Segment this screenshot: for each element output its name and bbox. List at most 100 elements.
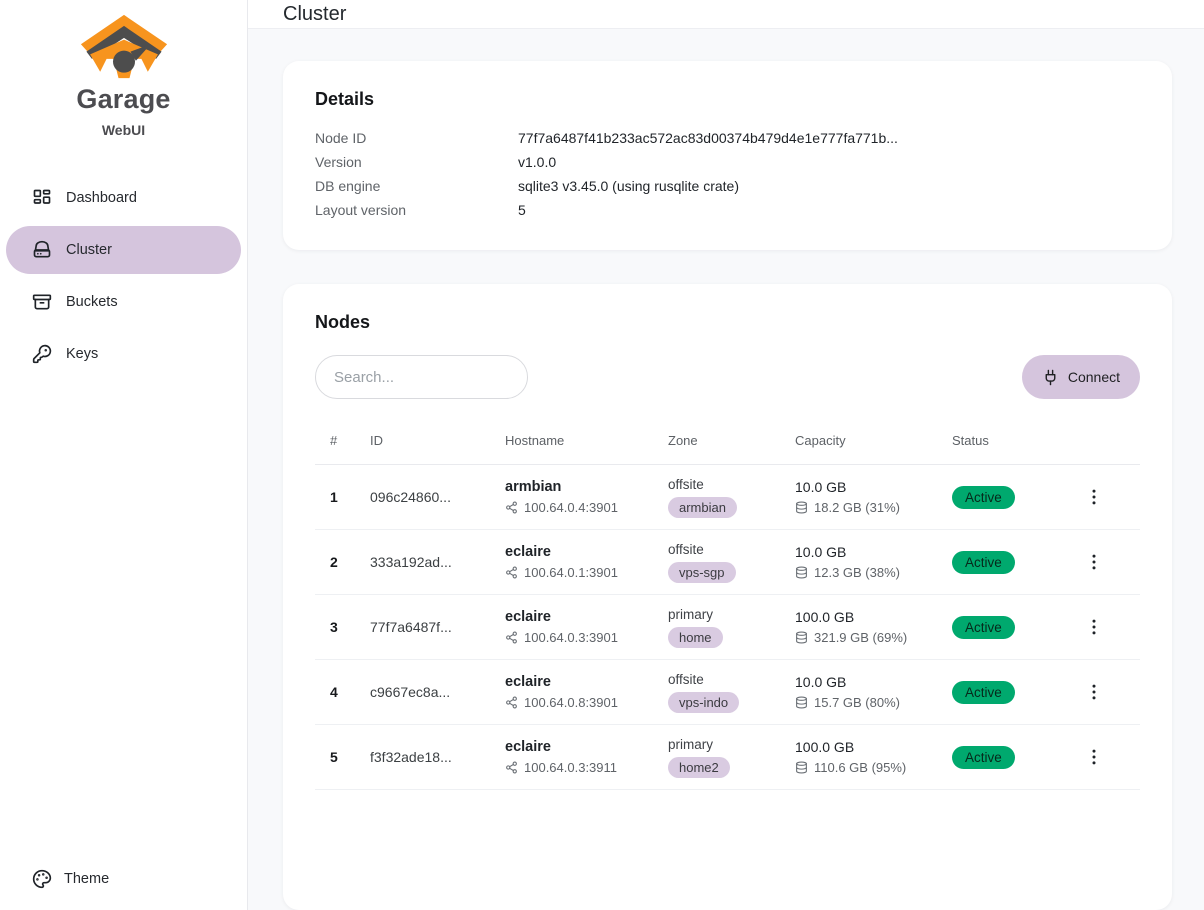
- share-icon: [506, 631, 517, 644]
- zone-tag-badge: armbian: [668, 496, 737, 518]
- sidebar-item-label: Buckets: [66, 294, 118, 310]
- node-id: f3f32ade18...: [370, 749, 452, 765]
- node-address-line: 100.64.0.4:3901: [505, 500, 668, 515]
- node-address: 100.64.0.8:3901: [524, 695, 618, 710]
- capacity-cell: 100.0 GB 110.6 GB (95%): [795, 739, 952, 775]
- detail-row: DB engine sqlite3 v3.45.0 (using rusqlit…: [315, 174, 1140, 198]
- table-row: 5 f3f32ade18... eclaire 100.64.0.3:3911 …: [315, 725, 1140, 790]
- more-vertical-icon: [1092, 749, 1096, 764]
- zone-cell: offsite vps-indo: [668, 672, 795, 713]
- connect-button[interactable]: Connect: [1021, 355, 1140, 399]
- zone-cell: offsite armbian: [668, 477, 795, 518]
- search-input[interactable]: [315, 355, 528, 399]
- hostname-cell: armbian 100.64.0.4:3901: [505, 479, 668, 515]
- sidebar-item-label: Dashboard: [66, 190, 137, 206]
- node-capacity: 100.0 GB: [795, 739, 855, 755]
- node-zone: primary: [668, 606, 714, 622]
- column-header-hostname: Hostname: [505, 433, 565, 448]
- nodes-table-body: 1 096c24860... armbian 100.64.0.4:3901 o…: [315, 465, 1140, 790]
- details-card: Details Node ID 77f7a6487f41b233ac572ac8…: [283, 61, 1172, 250]
- bucket-icon: [32, 292, 52, 312]
- hostname-cell: eclaire 100.64.0.1:3901: [505, 544, 668, 580]
- hostname-cell: eclaire 100.64.0.3:3911: [505, 739, 668, 775]
- share-icon: [506, 566, 517, 579]
- hostname-cell: eclaire 100.64.0.3:3901: [505, 609, 668, 645]
- plug-icon: [1045, 369, 1056, 385]
- more-vertical-icon: [1092, 619, 1096, 634]
- row-menu-button[interactable]: [1080, 613, 1108, 641]
- node-capacity: 10.0 GB: [795, 674, 847, 690]
- capacity-cell: 10.0 GB 12.3 GB (38%): [795, 544, 952, 580]
- sidebar: Garage WebUI Dashboard Cluster: [0, 0, 248, 910]
- hostname-cell: eclaire 100.64.0.8:3901: [505, 674, 668, 710]
- node-usage-line: 110.6 GB (95%): [795, 760, 952, 775]
- row-menu-button[interactable]: [1080, 548, 1108, 576]
- column-header-index: #: [330, 433, 338, 448]
- zone-tag-badge: vps-indo: [668, 691, 740, 713]
- sidebar-item-cluster[interactable]: Cluster: [6, 226, 241, 274]
- node-hostname: eclaire: [505, 739, 551, 755]
- nodes-title: Nodes: [315, 312, 371, 332]
- node-usage: 12.3 GB (38%): [814, 565, 900, 580]
- sidebar-item-dashboard[interactable]: Dashboard: [6, 174, 241, 222]
- status-cell: Active: [952, 680, 1080, 704]
- node-address: 100.64.0.3:3911: [524, 760, 618, 775]
- table-row: 2 333a192ad... eclaire 100.64.0.1:3901 o…: [315, 530, 1140, 595]
- node-usage-line: 12.3 GB (38%): [795, 565, 952, 580]
- node-address-line: 100.64.0.1:3901: [505, 565, 668, 580]
- dashboard-icon: [32, 188, 52, 208]
- column-header-capacity: Capacity: [795, 433, 846, 448]
- capacity-cell: 10.0 GB 18.2 GB (31%): [795, 479, 952, 515]
- zone-tag-badge: home2: [668, 756, 730, 778]
- zone-cell: primary home2: [668, 737, 795, 778]
- detail-row: Node ID 77f7a6487f41b233ac572ac83d00374b…: [315, 126, 1140, 150]
- more-vertical-icon: [1092, 684, 1096, 699]
- actions-cell: [1080, 613, 1140, 642]
- status-cell: Active: [952, 615, 1080, 639]
- share-icon: [506, 501, 517, 514]
- table-row: 4 c9667ec8a... eclaire 100.64.0.8:3901 o…: [315, 660, 1140, 725]
- node-address: 100.64.0.3:3901: [524, 630, 618, 645]
- key-icon: [32, 344, 52, 364]
- node-id: 333a192ad...: [370, 554, 452, 570]
- detail-row: Layout version 5: [315, 198, 1140, 222]
- node-usage: 15.7 GB (80%): [814, 695, 900, 710]
- node-capacity: 10.0 GB: [795, 479, 847, 495]
- column-header-id: ID: [370, 433, 383, 448]
- status-badge: Active: [952, 550, 1015, 574]
- column-header-status: Status: [952, 433, 989, 448]
- share-icon: [506, 696, 517, 709]
- theme-button[interactable]: Theme: [0, 864, 247, 894]
- detail-value-node-id: 77f7a6487f41b233ac572ac83d00374b479d4e1e…: [518, 130, 898, 146]
- nodes-table-header: # ID Hostname Zone Capacity Status: [315, 433, 1140, 465]
- sidebar-item-buckets[interactable]: Buckets: [6, 278, 241, 326]
- node-hostname: eclaire: [505, 544, 551, 560]
- nodes-toolbar: Connect: [315, 355, 1140, 399]
- status-cell: Active: [952, 745, 1080, 769]
- capacity-cell: 100.0 GB 321.9 GB (69%): [795, 609, 952, 645]
- capacity-cell: 10.0 GB 15.7 GB (80%): [795, 674, 952, 710]
- sidebar-item-keys[interactable]: Keys: [6, 330, 241, 378]
- row-menu-button[interactable]: [1080, 483, 1108, 511]
- node-usage-line: 321.9 GB (69%): [795, 630, 952, 645]
- table-row: 1 096c24860... armbian 100.64.0.4:3901 o…: [315, 465, 1140, 530]
- palette-icon: [32, 869, 52, 889]
- share-icon: [506, 761, 517, 774]
- row-menu-button[interactable]: [1080, 743, 1108, 771]
- column-header-zone: Zone: [668, 433, 698, 448]
- database-icon: [796, 696, 807, 709]
- row-menu-button[interactable]: [1080, 678, 1108, 706]
- hard-drive-icon: [32, 240, 52, 260]
- table-row: 3 77f7a6487f... eclaire 100.64.0.3:3901 …: [315, 595, 1140, 660]
- details-rows: Node ID 77f7a6487f41b233ac572ac83d00374b…: [315, 126, 1140, 222]
- app-title: Garage: [76, 84, 171, 114]
- detail-label: Layout version: [315, 202, 407, 218]
- database-icon: [796, 761, 807, 774]
- status-cell: Active: [952, 485, 1080, 509]
- sidebar-item-label: Cluster: [66, 242, 112, 258]
- database-icon: [796, 631, 807, 644]
- detail-label: Node ID: [315, 130, 367, 146]
- detail-label: Version: [315, 154, 362, 170]
- more-vertical-icon: [1092, 489, 1096, 504]
- actions-cell: [1080, 678, 1140, 707]
